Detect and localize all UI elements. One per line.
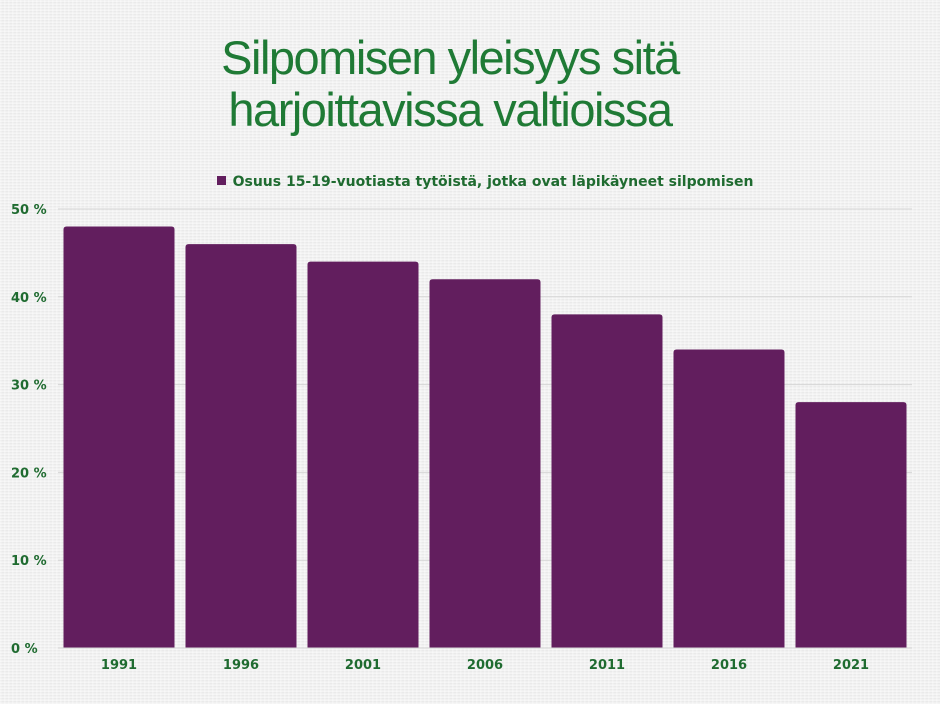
y-tick-label: 40 % <box>11 291 47 306</box>
chart-title-line-1: Silpomisen yleisyys sitä <box>221 31 680 84</box>
x-tick-label: 2021 <box>833 658 869 673</box>
x-tick-label: 1991 <box>101 658 137 673</box>
x-tick-label: 2006 <box>467 658 503 673</box>
legend-swatch <box>216 176 226 185</box>
y-tick-label: 10 % <box>11 554 47 569</box>
chart-title: Silpomisen yleisyys sitä harjoittavissa … <box>0 32 900 136</box>
x-tick-label: 2016 <box>711 658 747 673</box>
bar-2016 <box>673 349 785 648</box>
bar-1991 <box>63 226 175 648</box>
y-tick-label: 50 % <box>11 203 47 218</box>
bar-2021 <box>795 402 907 648</box>
chart-legend: Osuus 15-19-vuotiasta tytöistä, jotka ov… <box>0 174 940 190</box>
bar-1996 <box>185 244 297 648</box>
bar-2011 <box>551 314 663 648</box>
y-tick-label: 30 % <box>11 379 47 394</box>
chart-title-line-2: harjoittavissa valtioissa <box>228 83 673 136</box>
legend-label: Osuus 15-19-vuotiasta tytöistä, jotka ov… <box>232 174 754 190</box>
y-tick-label: 0 % <box>11 642 38 657</box>
x-tick-label: 1996 <box>223 658 259 673</box>
y-tick-label: 20 % <box>11 466 47 481</box>
bar-2001 <box>307 261 419 648</box>
bar-2006 <box>429 279 541 648</box>
x-tick-label: 2001 <box>345 658 381 673</box>
x-tick-label: 2011 <box>589 658 625 673</box>
